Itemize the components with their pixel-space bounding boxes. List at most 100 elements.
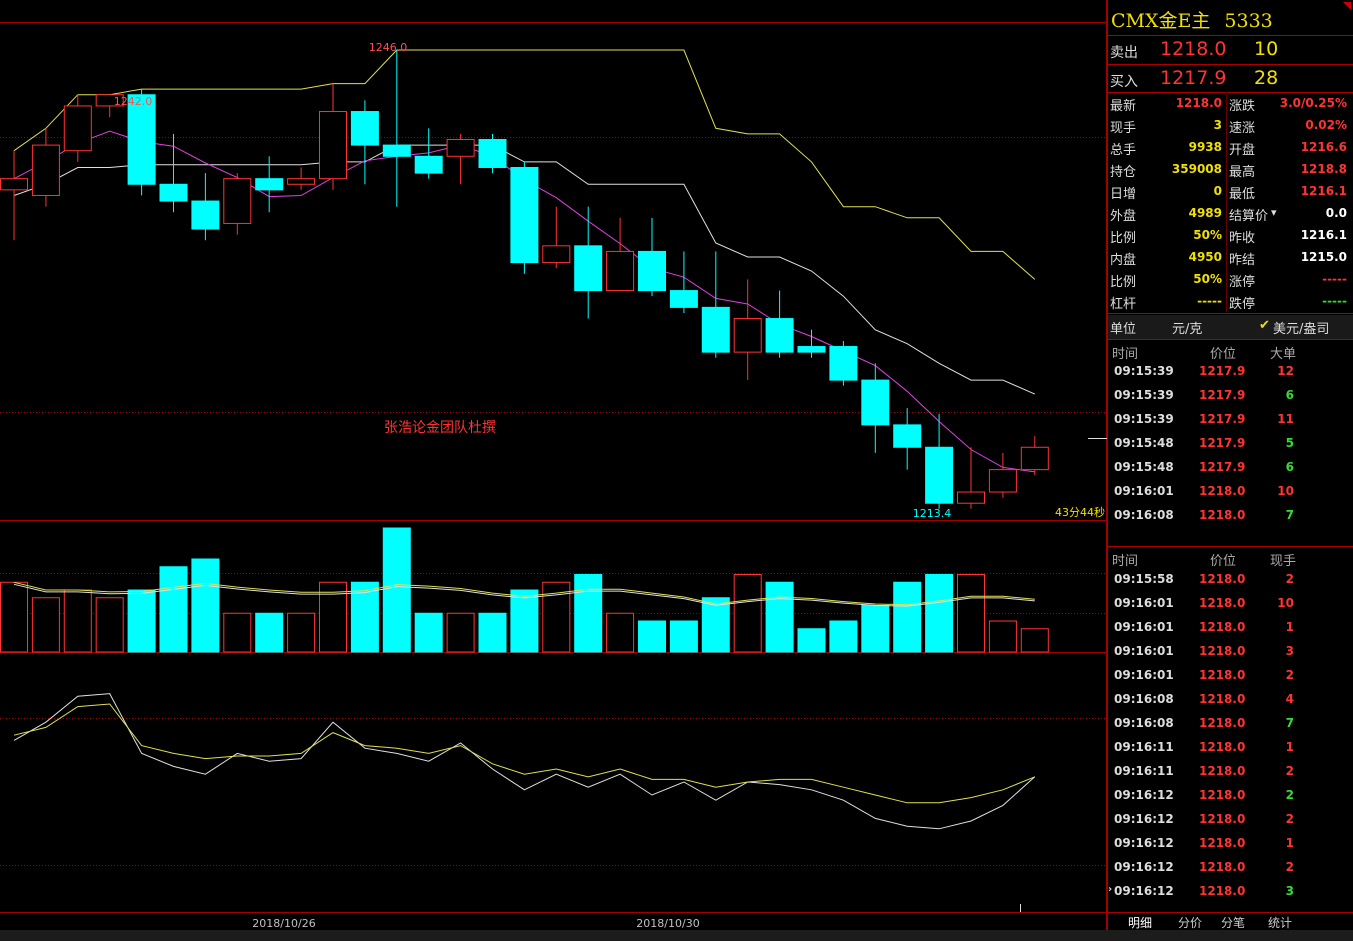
- checkmark-icon[interactable]: ✔: [1259, 318, 1270, 333]
- table-row[interactable]: 09:15:48 1217.9 5: [1108, 432, 1353, 456]
- unit-value[interactable]: 元/克: [1172, 322, 1203, 337]
- divider: [1108, 313, 1353, 314]
- bid-row[interactable]: 买入 1217.9 28: [1108, 66, 1353, 94]
- ticks-header: 时间 价位 现手: [1108, 548, 1353, 569]
- dropdown-arrow-icon[interactable]: ▾: [1271, 206, 1277, 219]
- row-time: 09:16:01: [1114, 596, 1174, 610]
- tab-statistics[interactable]: 统计: [1268, 916, 1293, 930]
- table-row[interactable]: 09:16:01 1218.0 1: [1108, 616, 1353, 640]
- tab-detail[interactable]: 明细: [1128, 916, 1153, 930]
- row-price: 1218.0: [1199, 716, 1246, 730]
- volume-bar: [861, 605, 890, 653]
- unit-row[interactable]: 单位 元/克 ✔ 美元/盎司: [1108, 315, 1353, 339]
- row-qty: 4: [1285, 692, 1294, 706]
- stat-value: 3: [1213, 118, 1222, 132]
- volume-ma-line-2: [13, 583, 1035, 607]
- kline-chart[interactable]: 1246.0 1242.0 1213.4 张浩论金团队杜撰 43分44秒 2018/10/…: [0, 0, 1107, 930]
- row-qty: 2: [1285, 572, 1294, 586]
- ask-row[interactable]: 卖出 1218.0 10: [1108, 37, 1353, 65]
- candle: [861, 379, 890, 426]
- row-time: 09:16:11: [1114, 764, 1174, 778]
- stat-label: 最新: [1110, 99, 1137, 114]
- stat-label: 日增: [1110, 187, 1137, 202]
- candle: [127, 94, 156, 185]
- volume-bar: [606, 612, 635, 653]
- table-row[interactable]: 09:16:08 1218.0 7: [1108, 504, 1353, 528]
- col-time: 时间: [1112, 554, 1139, 569]
- row-time: 09:15:39: [1114, 412, 1174, 426]
- row-price: 1218.0: [1199, 692, 1246, 706]
- candle: [414, 155, 443, 174]
- table-row[interactable]: 09:16:11 1218.0 2: [1108, 760, 1353, 784]
- table-row[interactable]: 09:15:39 1217.9 12: [1108, 360, 1353, 384]
- candle: [988, 469, 1017, 493]
- detail-tabs: 明细 分价 分笔 统计: [1108, 912, 1353, 931]
- stat-label: 跌停: [1229, 297, 1256, 312]
- candle: [95, 94, 124, 107]
- ask-price: 1218.0: [1160, 38, 1227, 60]
- table-row[interactable]: 09:16:01 1218.0 10: [1108, 592, 1353, 616]
- stat-label: 比例: [1110, 275, 1137, 290]
- table-row[interactable]: 09:15:48 1217.9 6: [1108, 456, 1353, 480]
- table-row[interactable]: 09:16:12 1218.0 3 ›: [1108, 880, 1353, 904]
- tab-ticks[interactable]: 分笔: [1221, 916, 1246, 930]
- table-row[interactable]: 09:16:12 1218.0 1: [1108, 832, 1353, 856]
- kline-chart-area[interactable]: 1246.0 1242.0 1213.4 张浩论金团队杜撰 43分44秒 2018/10/…: [0, 0, 1107, 930]
- candle: [733, 318, 762, 353]
- stat-right-3: 最高 1218.8: [1227, 159, 1351, 181]
- stat-right-8: 涨停 -----: [1227, 269, 1351, 291]
- volume-bar: [287, 612, 316, 653]
- oscillator-d-line: [13, 703, 1035, 804]
- currency-unit[interactable]: 美元/盎司: [1273, 322, 1330, 337]
- stat-right-4: 最低 1216.1: [1227, 181, 1351, 203]
- stat-value: 1218.0: [1175, 96, 1222, 110]
- volume-bar: [669, 620, 698, 653]
- low-price-label: 1213.4: [913, 507, 952, 520]
- col-price: 价位: [1210, 554, 1237, 569]
- stat-value: 3.0/0.25%: [1279, 96, 1347, 110]
- row-price: 1217.9: [1199, 412, 1246, 426]
- col-price: 价位: [1210, 347, 1237, 362]
- stat-value: 0.02%: [1305, 118, 1347, 132]
- row-time: 09:16:01: [1114, 484, 1174, 498]
- table-row[interactable]: 09:16:08 1218.0 7: [1108, 712, 1353, 736]
- table-row[interactable]: 09:16:01 1218.0 10: [1108, 480, 1353, 504]
- table-row[interactable]: 09:15:39 1217.9 6: [1108, 384, 1353, 408]
- col-time: 时间: [1112, 347, 1139, 362]
- volume-bar: [223, 612, 252, 653]
- table-row[interactable]: 09:15:39 1217.9 11: [1108, 408, 1353, 432]
- table-row[interactable]: 09:16:11 1218.0 1: [1108, 736, 1353, 760]
- high-price-label: 1246.0: [369, 41, 408, 54]
- table-row[interactable]: 09:16:12 1218.0 2: [1108, 856, 1353, 880]
- row-time: 09:15:39: [1114, 388, 1174, 402]
- table-row[interactable]: 09:15:58 1218.0 2: [1108, 568, 1353, 592]
- stat-value: -----: [1322, 294, 1347, 308]
- col-big-order: 大单: [1270, 347, 1297, 362]
- table-row[interactable]: 09:16:08 1218.0 4: [1108, 688, 1353, 712]
- divider: [1108, 546, 1353, 547]
- quote-panel: CMX金E主 5333 卖出 1218.0 10 买入 1217.9 28 最新 1…: [1107, 0, 1353, 931]
- row-price: 1217.9: [1199, 364, 1246, 378]
- candle: [0, 178, 28, 191]
- row-qty: 3: [1285, 884, 1294, 898]
- table-row[interactable]: 09:16:01 1218.0 3: [1108, 640, 1353, 664]
- stat-right-2: 开盘 1216.6: [1227, 137, 1351, 159]
- table-row[interactable]: 09:16:12 1218.0 2: [1108, 808, 1353, 832]
- row-time: 09:15:39: [1114, 364, 1174, 378]
- table-row[interactable]: 09:16:01 1218.0 2: [1108, 664, 1353, 688]
- row-time: 09:16:12: [1114, 788, 1174, 802]
- row-qty: 1: [1285, 836, 1294, 850]
- stat-value: 1215.0: [1300, 250, 1347, 264]
- stat-right-0: 涨跌 3.0/0.25%: [1227, 93, 1351, 115]
- volume-bar: [446, 612, 475, 653]
- volume-bar: [382, 527, 411, 653]
- row-price: 1217.9: [1199, 460, 1246, 474]
- stat-value: 9938: [1188, 140, 1222, 154]
- candle: [765, 318, 794, 353]
- tab-price-split[interactable]: 分价: [1178, 916, 1203, 930]
- stat-label: 开盘: [1229, 143, 1256, 158]
- table-row[interactable]: 09:16:12 1218.0 2: [1108, 784, 1353, 808]
- unit-label: 单位: [1110, 322, 1137, 337]
- row-qty: 6: [1285, 460, 1294, 474]
- row-qty: 2: [1285, 764, 1294, 778]
